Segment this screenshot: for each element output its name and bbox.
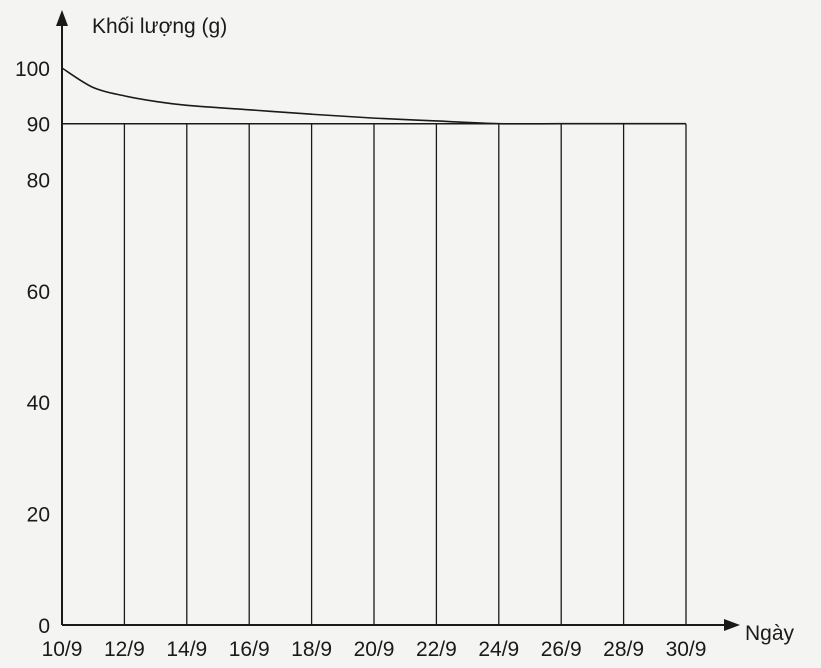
x-tick-label: 22/9 xyxy=(416,638,457,661)
y-tick-label: 0 xyxy=(38,615,50,638)
y-tick-label: 90 xyxy=(27,114,50,137)
y-tick-label: 20 xyxy=(27,504,50,527)
x-tick-label: 20/9 xyxy=(354,638,395,661)
y-tick-label: 40 xyxy=(27,392,50,415)
x-tick-label: 24/9 xyxy=(478,638,519,661)
x-tick-label: 14/9 xyxy=(166,638,207,661)
x-axis-title: Ngày xyxy=(745,622,795,645)
x-axis-arrow-icon xyxy=(724,619,740,631)
x-tick-label: 18/9 xyxy=(291,638,332,661)
series-line xyxy=(61,67,686,125)
x-tick-label: 26/9 xyxy=(541,638,582,661)
y-axis-title: Khối lượng (g) xyxy=(92,15,227,38)
y-tick-label: 100 xyxy=(15,58,50,81)
y-tick-label: 60 xyxy=(27,281,50,304)
x-tick-label: 28/9 xyxy=(603,638,644,661)
x-tick-label: 12/9 xyxy=(104,638,145,661)
x-tick-label: 16/9 xyxy=(229,638,270,661)
x-tick-label: 30/9 xyxy=(666,638,707,661)
x-tick-label: 10/9 xyxy=(42,638,83,661)
y-tick-label: 80 xyxy=(27,169,50,192)
y-axis-arrow-icon xyxy=(56,10,68,26)
